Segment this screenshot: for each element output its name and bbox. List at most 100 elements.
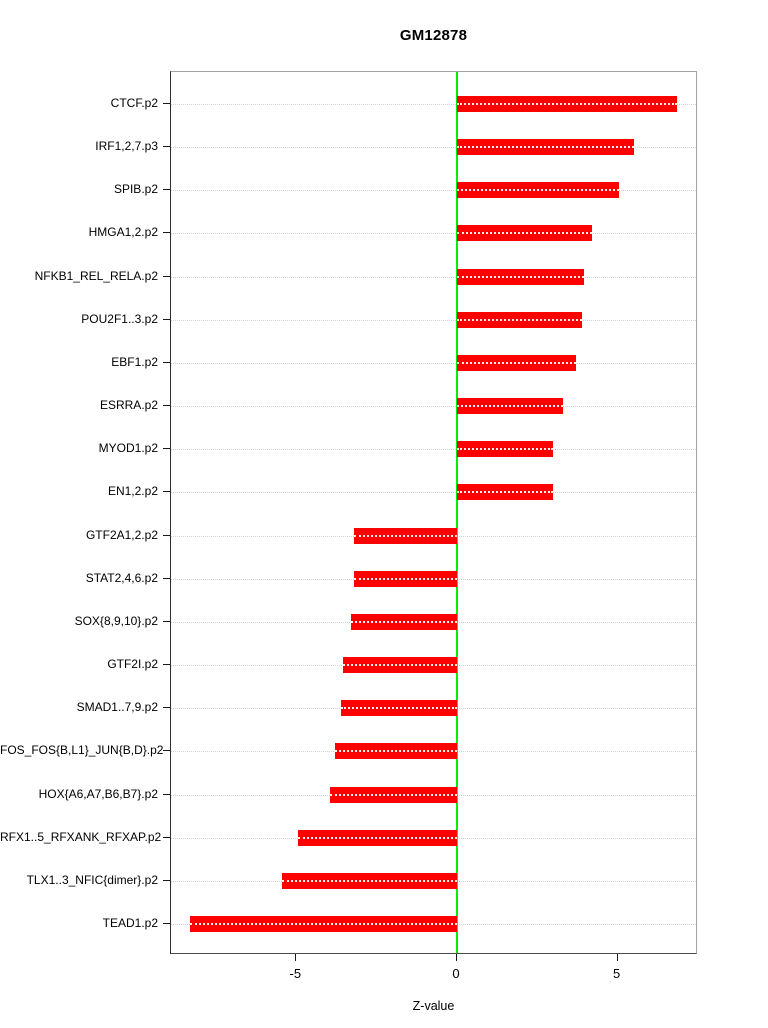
grid-line <box>171 147 696 149</box>
y-tick-label: EBF1.p2 <box>111 354 158 369</box>
y-tick-label: TLX1..3_NFIC{dimer}.p2 <box>26 872 158 887</box>
grid-line <box>171 276 696 278</box>
y-axis-tick <box>163 750 170 752</box>
bar <box>342 657 457 674</box>
grid-line <box>171 406 696 408</box>
y-tick-label: HMGA1,2.p2 <box>88 225 158 240</box>
bar <box>456 441 554 458</box>
y-axis-tick <box>163 879 170 881</box>
x-axis-tick <box>616 954 618 961</box>
grid-line <box>171 233 696 235</box>
y-axis-tick <box>163 534 170 536</box>
bar <box>190 916 457 933</box>
y-tick-label: NFKB1_REL_RELA.p2 <box>34 268 158 283</box>
y-axis-tick <box>163 923 170 925</box>
grid-line <box>171 492 696 494</box>
bar <box>297 829 457 846</box>
y-axis-tick <box>163 620 170 622</box>
y-axis-tick <box>163 405 170 407</box>
y-axis-tick <box>163 491 170 493</box>
y-axis-tick <box>163 707 170 709</box>
plot-area <box>170 71 697 954</box>
bar <box>456 354 576 371</box>
bar-dotted-line <box>190 923 457 926</box>
bar <box>354 527 457 544</box>
y-tick-label: TEAD1.p2 <box>102 916 158 931</box>
bar-dotted-line <box>456 146 634 149</box>
y-tick-label: GTF2I.p2 <box>107 657 158 672</box>
y-tick-label: IRF1,2,7.p3 <box>95 139 158 154</box>
bar-dotted-line <box>297 836 457 839</box>
bar-dotted-line <box>350 620 457 623</box>
x-tick-label: -5 <box>289 966 302 981</box>
bar-dotted-line <box>341 707 457 710</box>
bar <box>281 872 457 889</box>
bar-dotted-line <box>456 189 620 192</box>
y-axis-tick <box>163 189 170 191</box>
y-tick-label: MYOD1.p2 <box>98 441 158 456</box>
bar-dotted-line <box>342 664 457 667</box>
bar-dotted-line <box>456 275 584 278</box>
y-axis-tick <box>163 103 170 104</box>
bar-dotted-line <box>456 361 576 364</box>
bar-dotted-line <box>354 577 457 580</box>
bar-dotted-line <box>456 103 678 105</box>
y-axis-tick <box>163 448 170 450</box>
y-axis-tick <box>163 836 170 838</box>
y-tick-label: STAT2,4,6.p2 <box>85 570 158 585</box>
y-axis-tick <box>163 318 170 320</box>
y-axis-tick <box>163 577 170 579</box>
grid-line <box>171 449 696 451</box>
bar-dotted-line <box>281 879 457 882</box>
y-tick-label: RFX1..5_RFXANK_RFXAP.p2 <box>0 829 162 844</box>
bar-dotted-line <box>456 405 564 408</box>
x-tick-label: 5 <box>613 966 621 981</box>
bar-dotted-line <box>334 750 457 753</box>
y-tick-label: FOS_FOS{B,L1}_JUN{B,D}.p2 <box>0 743 164 758</box>
x-tick-label: 0 <box>452 966 460 981</box>
bar <box>456 225 592 242</box>
y-tick-label: ESRRA.p2 <box>99 398 158 413</box>
bar <box>456 96 678 112</box>
grid-line <box>171 362 696 364</box>
bar <box>341 700 457 717</box>
y-axis-tick <box>163 232 170 234</box>
bar <box>456 484 554 501</box>
bar-dotted-line <box>354 534 457 537</box>
bar-dotted-line <box>330 793 457 796</box>
y-tick-label: EN1,2.p2 <box>107 484 158 499</box>
bar <box>456 182 620 199</box>
y-tick-label: POU2F1..3.p2 <box>81 311 158 326</box>
y-tick-label: SPIB.p2 <box>113 182 158 197</box>
x-axis-tick <box>295 954 297 961</box>
bar <box>350 613 457 630</box>
y-tick-label: SOX{8,9,10}.p2 <box>74 613 158 628</box>
y-axis-tick <box>163 793 170 795</box>
bar-dotted-line <box>456 491 554 494</box>
y-tick-label: SMAD1..7,9.p2 <box>76 700 158 715</box>
y-axis-tick <box>163 146 170 148</box>
bar <box>456 268 584 285</box>
y-tick-label: GTF2A1,2.p2 <box>85 527 158 542</box>
bar <box>330 786 457 803</box>
bar-dotted-line <box>456 232 592 235</box>
bar <box>456 311 583 328</box>
bar <box>456 139 634 156</box>
bar <box>354 570 457 587</box>
grid-line <box>171 319 696 321</box>
zero-line <box>455 72 458 953</box>
x-axis-tick <box>455 954 457 961</box>
y-tick-label: HOX{A6,A7,B6,B7}.p2 <box>38 786 158 801</box>
bar-dotted-line <box>456 448 554 451</box>
bar <box>456 398 564 415</box>
y-axis-tick <box>163 664 170 666</box>
bar-dotted-line <box>456 318 583 321</box>
chart-title: GM12878 <box>399 27 468 44</box>
grid-line <box>171 104 696 105</box>
x-axis-title: Z-value <box>412 999 455 1013</box>
grid-line <box>171 190 696 192</box>
bar <box>334 743 457 760</box>
y-axis-tick <box>163 275 170 277</box>
y-axis-tick <box>163 361 170 363</box>
